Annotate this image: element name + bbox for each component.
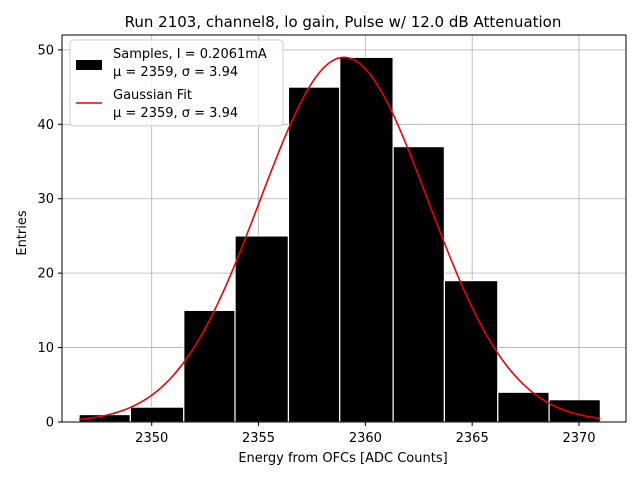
legend-box: [69, 39, 284, 127]
histogram-bar: [443, 279, 499, 423]
plot-frame: [61, 34, 627, 423]
y-tick-label: 0: [46, 416, 54, 431]
y-tick-label: 40: [37, 118, 54, 133]
histogram-bar: [183, 309, 236, 423]
legend-samples-swatch: [76, 60, 102, 70]
chart-title: Run 2103, channel8, lo gain, Pulse w/ 12…: [125, 13, 562, 31]
histogram-bar: [339, 56, 394, 423]
gaussian-fit-line: [79, 56, 601, 421]
histogram-bar: [234, 235, 290, 423]
x-axis-label: Energy from OFCs [ADC Counts]: [238, 451, 447, 466]
legend-fit-label: Gaussian Fit: [113, 88, 192, 103]
x-tick-label: 2355: [242, 431, 275, 446]
y-tick-label: 20: [37, 267, 54, 282]
legend-samples-label: Samples, I = 0.2061mA: [113, 47, 267, 62]
y-axis-label: Entries: [15, 210, 30, 256]
legend: Samples, I = 0.2061mA μ = 2359, σ = 3.94…: [69, 39, 284, 127]
histogram-bar: [129, 406, 185, 423]
legend-fit-stats: μ = 2359, σ = 3.94: [113, 106, 238, 121]
histogram-bar: [548, 399, 601, 423]
histogram-bar: [287, 86, 341, 423]
y-axis-ticks: 0 10 20 30 40 50: [37, 43, 62, 431]
x-tick-label: 2350: [135, 431, 168, 446]
y-tick-label: 30: [37, 192, 54, 207]
y-tick-label: 10: [37, 341, 54, 356]
histogram-bar: [497, 391, 550, 423]
legend-samples-stats: μ = 2359, σ = 3.94: [113, 65, 238, 80]
x-tick-label: 2370: [562, 431, 595, 446]
x-axis-ticks: 2350 2355 2360 2365 2370: [135, 422, 596, 446]
y-tick-label: 50: [37, 43, 54, 58]
histogram-bars: [78, 56, 601, 423]
histogram-bar: [392, 146, 446, 423]
x-tick-label: 2365: [456, 431, 489, 446]
x-tick-label: 2360: [349, 431, 382, 446]
gaussian-fit-layer: [79, 56, 601, 421]
